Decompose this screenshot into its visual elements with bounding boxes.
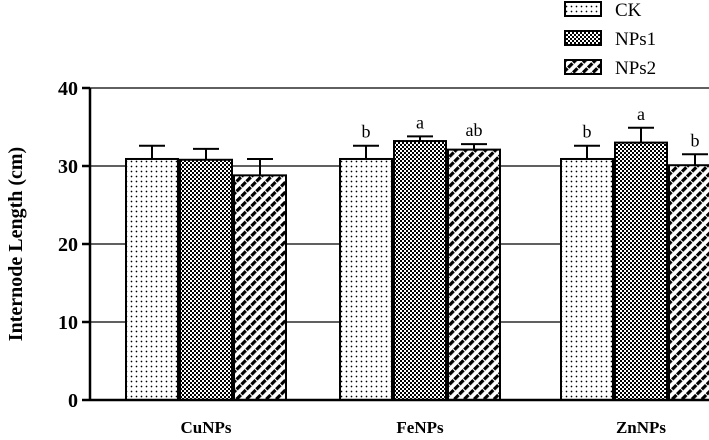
bar-nps1-fenps [393,140,447,401]
bar-nps2-znnps [668,164,709,401]
legend-label: NPs1 [615,29,656,50]
significance-label: ab [466,120,483,140]
bar-nps2-fenps [447,148,501,401]
significance-label: b [691,130,700,150]
y-tick-label: 30 [58,156,78,178]
significance-label: a [637,104,645,124]
significance-label: b [583,122,592,142]
x-category-labels: CuNPs FeNPs ZnNPs [180,418,666,437]
y-tick-label: 0 [68,390,78,412]
y-axis-label: Internode Length (cm) [5,147,27,341]
y-tick-label: 40 [58,78,78,100]
y-tick-label: 10 [58,312,78,334]
bar-ck-fenps [339,157,393,401]
bar-nps1-cunps [179,158,233,401]
y-tick-label: 20 [58,234,78,256]
legend-label: CK [615,0,642,21]
significance-label: b [362,122,371,142]
x-category-label: FeNPs [396,418,444,437]
bar-nps2-cunps [233,174,287,401]
bars: b a ab bab [125,104,709,401]
x-category-label: CuNPs [180,418,231,437]
bar-ck-cunps [125,157,179,401]
legend-label: NPs2 [615,58,656,79]
y-ticks: 0 10 20 30 40 [58,78,90,412]
x-category-label: ZnNPs [616,418,666,437]
legend-swatch-nps2 [564,59,602,75]
bar-ck-znnps [560,157,614,401]
significance-label: a [416,112,424,132]
legend-swatch-nps1 [564,30,602,46]
legend-swatch-ck [564,1,602,17]
legend: CK NPs1 NPs2 [564,0,656,79]
bar-nps1-znnps [614,141,668,401]
